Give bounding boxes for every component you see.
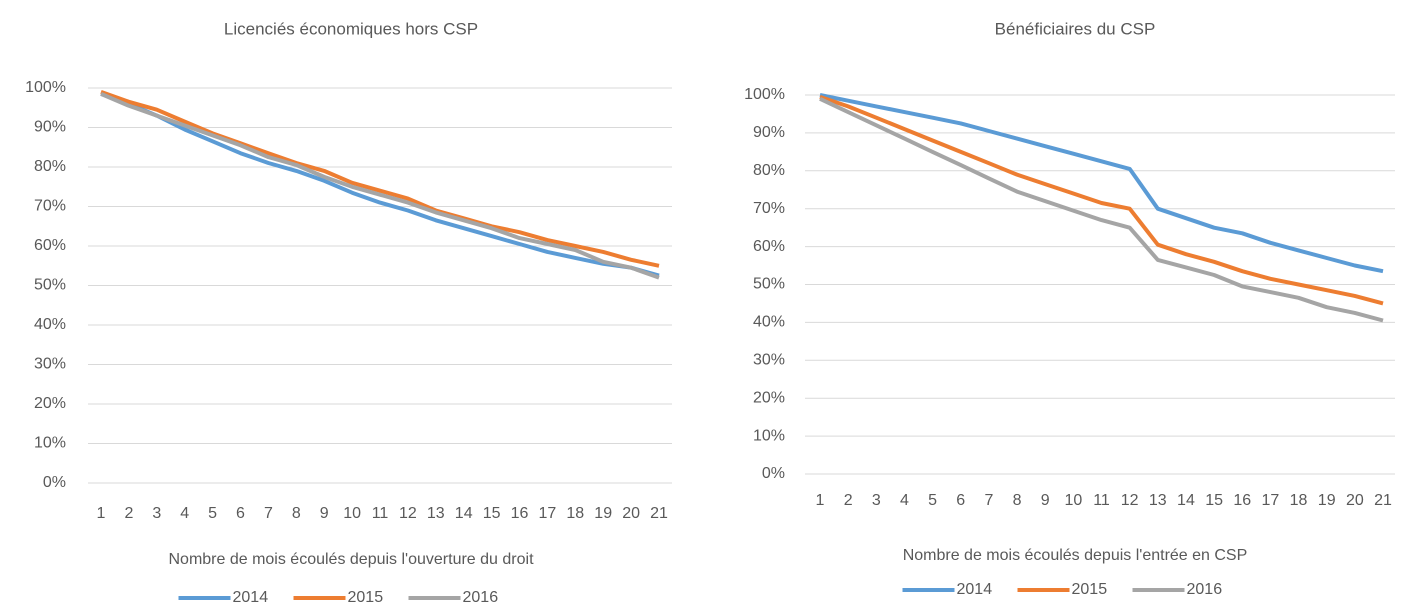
x-tick-label: 19 — [1318, 492, 1336, 509]
y-tick-label: 0% — [43, 474, 66, 491]
line-series — [100, 90, 660, 268]
y-tick-label: 0% — [762, 465, 785, 482]
legend-label: 2016 — [463, 589, 499, 606]
x-axis-title: Nombre de mois écoulés depuis l'ouvertur… — [168, 551, 534, 568]
x-tick-label: 18 — [566, 505, 584, 522]
x-tick-label: 15 — [483, 505, 501, 522]
x-tick-label: 15 — [1205, 492, 1223, 509]
x-tick-label: 16 — [1233, 492, 1251, 509]
y-tick-label: 90% — [753, 124, 785, 141]
x-tick-label: 21 — [650, 505, 668, 522]
y-tick-label: 80% — [753, 162, 785, 179]
x-tick-label: 17 — [1262, 492, 1280, 509]
x-tick-label: 19 — [594, 505, 612, 522]
y-tick-label: 60% — [34, 237, 66, 254]
line-series — [819, 93, 1384, 274]
y-tick-label: 40% — [753, 314, 785, 331]
x-tick-label: 9 — [320, 505, 329, 522]
y-tick-label: 10% — [753, 427, 785, 444]
y-tick-label: 70% — [34, 198, 66, 215]
line-series — [100, 92, 660, 280]
legend-label: 2014 — [233, 589, 269, 606]
line-series — [100, 92, 660, 278]
x-tick-label: 1 — [816, 492, 825, 509]
x-tick-label: 8 — [292, 505, 301, 522]
x-tick-label: 17 — [539, 505, 557, 522]
x-tick-label: 13 — [427, 505, 445, 522]
x-tick-label: 14 — [1177, 492, 1195, 509]
x-tick-label: 20 — [1346, 492, 1364, 509]
x-tick-label: 14 — [455, 505, 473, 522]
chart-title: Licenciés économiques hors CSP — [224, 19, 478, 38]
x-tick-label: 11 — [1093, 492, 1110, 509]
x-tick-label: 11 — [372, 505, 389, 522]
x-tick-label: 5 — [928, 492, 937, 509]
line-series — [819, 95, 1384, 306]
y-tick-label: 70% — [753, 200, 785, 217]
y-tick-label: 10% — [34, 435, 66, 452]
x-tick-label: 10 — [343, 505, 361, 522]
x-tick-label: 3 — [152, 505, 161, 522]
x-tick-label: 21 — [1374, 492, 1392, 509]
y-tick-label: 40% — [34, 316, 66, 333]
x-tick-label: 13 — [1149, 492, 1167, 509]
x-tick-label: 7 — [984, 492, 993, 509]
x-tick-label: 4 — [180, 505, 189, 522]
x-tick-label: 7 — [264, 505, 273, 522]
legend-label: 2015 — [348, 589, 384, 606]
y-tick-label: 100% — [25, 79, 66, 96]
x-tick-label: 9 — [1041, 492, 1050, 509]
y-tick-label: 100% — [744, 86, 785, 103]
x-tick-label: 4 — [900, 492, 909, 509]
x-tick-label: 6 — [236, 505, 245, 522]
y-tick-label: 30% — [753, 352, 785, 369]
x-tick-label: 2 — [124, 505, 133, 522]
x-tick-label: 12 — [399, 505, 417, 522]
x-tick-label: 16 — [511, 505, 529, 522]
line-series — [819, 96, 1384, 323]
y-tick-label: 50% — [753, 276, 785, 293]
x-tick-label: 20 — [622, 505, 640, 522]
x-tick-label: 5 — [208, 505, 217, 522]
x-tick-label: 1 — [97, 505, 106, 522]
x-tick-label: 6 — [956, 492, 965, 509]
legend-label: 2015 — [1072, 581, 1108, 598]
x-tick-label: 2 — [844, 492, 853, 509]
y-tick-label: 50% — [34, 277, 66, 294]
y-tick-label: 20% — [753, 389, 785, 406]
y-tick-label: 60% — [753, 238, 785, 255]
y-tick-label: 90% — [34, 119, 66, 136]
x-axis-title: Nombre de mois écoulés depuis l'entrée e… — [903, 547, 1248, 564]
x-tick-label: 12 — [1121, 492, 1139, 509]
x-tick-label: 18 — [1290, 492, 1308, 509]
chart-title: Bénéficiaires du CSP — [995, 19, 1156, 38]
legend-label: 2016 — [1187, 581, 1223, 598]
y-tick-label: 30% — [34, 356, 66, 373]
x-tick-label: 10 — [1064, 492, 1082, 509]
legend-label: 2014 — [957, 581, 993, 598]
x-tick-label: 8 — [1013, 492, 1022, 509]
y-tick-label: 80% — [34, 158, 66, 175]
x-tick-label: 3 — [872, 492, 881, 509]
y-tick-label: 20% — [34, 395, 66, 412]
